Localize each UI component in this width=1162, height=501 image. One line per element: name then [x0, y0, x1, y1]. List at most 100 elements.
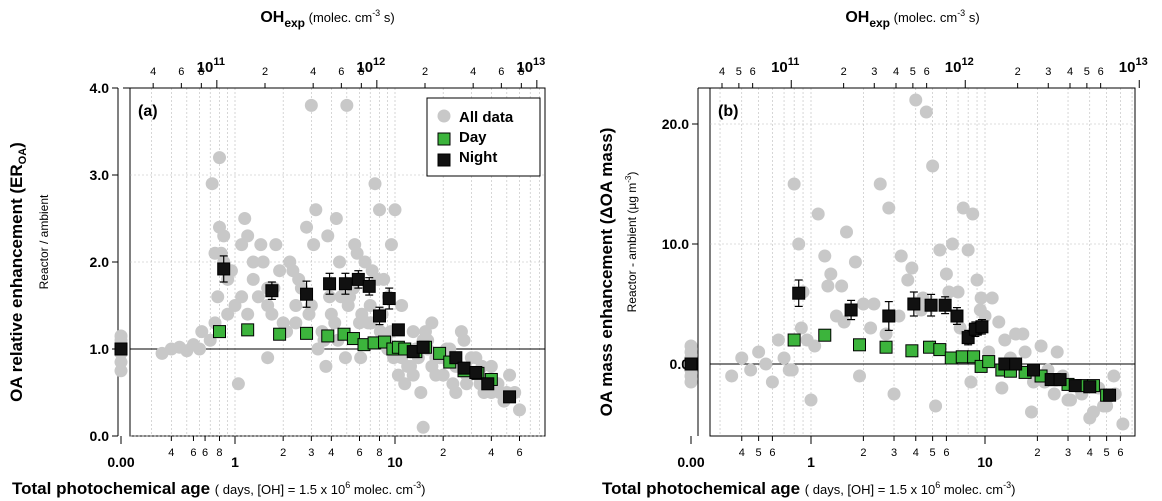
- all-data-point: [241, 307, 255, 321]
- all-data-point: [995, 381, 1009, 395]
- night-point: [469, 365, 483, 379]
- top-minor-tick-label: 4: [719, 66, 725, 78]
- top-major-tick-label: 1013: [516, 56, 545, 76]
- day-point: [787, 333, 801, 347]
- all-data-point: [289, 316, 303, 330]
- all-data-point: [887, 387, 901, 401]
- top-axis-title: OHexp (molec. cm-3 s): [845, 8, 979, 30]
- all-data-point: [251, 290, 265, 304]
- x-axis-title-main: Total photochemical age: [602, 479, 800, 498]
- day-point: [241, 323, 255, 337]
- night-point: [792, 286, 806, 300]
- top-minor-tick-label: 6: [498, 66, 504, 78]
- all-data-point: [909, 93, 923, 107]
- all-data-point: [835, 279, 849, 293]
- legend-night-marker: [437, 153, 451, 167]
- x-major-tick-label: 10: [977, 454, 993, 470]
- all-data-point: [338, 351, 352, 365]
- x-minor-tick-label: 6: [516, 447, 522, 459]
- all-data-point: [311, 342, 325, 356]
- top-major-tick-label: 1011: [771, 56, 799, 76]
- y-tick-label: 10.0: [662, 236, 689, 252]
- all-data-point: [840, 225, 854, 239]
- all-data-point: [804, 393, 818, 407]
- day-point: [944, 351, 958, 365]
- all-data-point: [321, 229, 335, 243]
- x-axis-title-units-end: molec. cm: [350, 482, 413, 497]
- top-minor-tick-label: 5: [910, 66, 916, 78]
- top-minor-tick-label: 4: [310, 66, 316, 78]
- all-data-point: [879, 327, 893, 341]
- night-point: [351, 272, 365, 286]
- all-data-point: [1034, 339, 1048, 353]
- all-data-point: [873, 177, 887, 191]
- all-data-point: [939, 267, 953, 281]
- x-axis-title-units-close: ): [421, 482, 425, 497]
- top-minor-tick-label: 4: [470, 66, 476, 78]
- top-minor-tick-label: 5: [1084, 66, 1090, 78]
- legend: All data Day Night: [426, 97, 541, 177]
- top-minor-tick-label: 8: [518, 66, 524, 78]
- top-axis-title-sub: exp: [284, 16, 305, 30]
- x-minor-tick-label: 8: [376, 447, 382, 459]
- night-point: [998, 357, 1012, 371]
- top-minor-tick-label: 4: [893, 66, 899, 78]
- x-major-tick-label: 10: [387, 454, 403, 470]
- y-axis-units-sup: -3: [624, 175, 633, 183]
- day-point: [300, 326, 314, 340]
- all-data-point: [114, 329, 128, 343]
- top-minor-tick-label: 3: [1045, 66, 1051, 78]
- day-point: [853, 338, 867, 352]
- all-data-point: [503, 368, 517, 382]
- all-data-point: [221, 272, 235, 286]
- day-point: [321, 329, 335, 343]
- x-minor-tick-label: 8: [216, 447, 222, 459]
- all-data-point: [205, 177, 219, 191]
- x-minor-tick-label: 4: [1087, 447, 1093, 459]
- top-minor-tick-label: 4: [1067, 66, 1073, 78]
- all-data-point: [951, 285, 965, 299]
- all-data-point: [933, 243, 947, 257]
- all-data-point: [744, 363, 758, 377]
- x-minor-tick-label: 6: [356, 447, 362, 459]
- all-data-point: [785, 363, 799, 377]
- all-data-point: [974, 291, 988, 305]
- night-point: [391, 323, 405, 337]
- top-axis-title-main: OH: [260, 9, 284, 26]
- all-data-point: [856, 297, 870, 311]
- all-data-point: [926, 159, 940, 173]
- all-data-point: [992, 315, 1006, 329]
- all-data-point: [787, 177, 801, 191]
- all-data-point: [372, 203, 386, 217]
- x-major-tick-label: 1: [231, 454, 239, 470]
- top-major-tick-base: 10: [356, 59, 373, 76]
- x-minor-tick-label: 4: [913, 447, 919, 459]
- all-data-point: [350, 246, 364, 260]
- top-major-tick-exponent: 13: [533, 56, 545, 68]
- all-data-point: [363, 299, 377, 312]
- day-point: [933, 343, 947, 357]
- y-tick-label: 2.0: [90, 254, 110, 270]
- day-point: [982, 355, 996, 369]
- x-axis-title-units-sup: 6: [935, 480, 940, 490]
- all-data-point: [368, 177, 382, 191]
- night-point: [481, 377, 495, 391]
- top-major-tick-label: 1012: [356, 56, 385, 76]
- all-data-point: [217, 229, 231, 243]
- all-data-point: [449, 386, 463, 399]
- all-data-point: [1024, 405, 1038, 419]
- all-data-point: [1050, 345, 1064, 359]
- all-data-point: [208, 246, 222, 260]
- day-point: [212, 325, 226, 339]
- all-data-point: [384, 238, 398, 252]
- top-minor-tick-label: 6: [338, 66, 344, 78]
- all-data-point: [818, 249, 832, 263]
- night-point: [950, 309, 964, 323]
- day-point: [818, 328, 832, 342]
- all-data-point: [484, 359, 498, 373]
- x-minor-tick-label: 4: [328, 447, 334, 459]
- all-data-point: [273, 264, 287, 278]
- all-data-point: [269, 238, 283, 252]
- night-point: [924, 298, 938, 312]
- all-data-point: [942, 285, 956, 299]
